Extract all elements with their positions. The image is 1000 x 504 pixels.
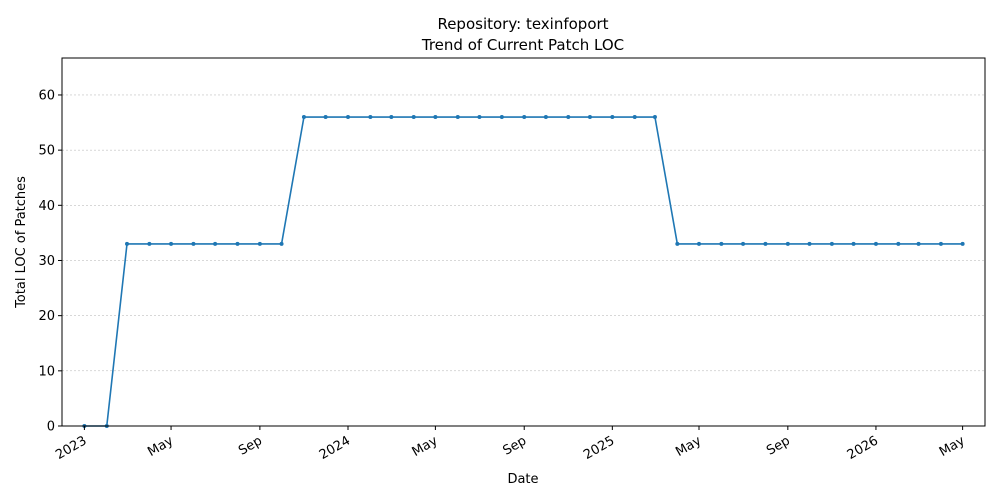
data-point (938, 241, 943, 246)
x-tick-label: Sep (764, 433, 793, 458)
data-point (652, 115, 657, 120)
data-point (741, 241, 746, 246)
data-point (477, 115, 482, 120)
data-point (522, 115, 527, 120)
x-tick-label: 2026 (845, 433, 881, 463)
data-point (499, 115, 504, 120)
x-tick-label: May (145, 433, 176, 460)
data-point (916, 241, 921, 246)
x-tick-label: May (410, 433, 441, 460)
y-tick-label: 0 (47, 420, 55, 435)
data-point (389, 115, 394, 120)
x-tick-label: May (937, 433, 968, 460)
data-point (873, 241, 878, 246)
data-point (719, 241, 724, 246)
data-point (587, 115, 592, 120)
data-point (323, 115, 328, 120)
data-point (368, 115, 373, 120)
data-point (279, 241, 284, 246)
data-point (763, 241, 768, 246)
y-tick-label: 40 (38, 199, 55, 214)
y-axis-label: Total LOC of Patches (14, 176, 29, 309)
data-point (455, 115, 460, 120)
x-tick-label: 2023 (53, 433, 89, 463)
data-point (566, 115, 571, 120)
series-layer (82, 115, 965, 428)
y-tick-label: 10 (38, 364, 55, 379)
chart-subtitle: Trend of Current Patch LOC (421, 36, 624, 54)
y-tick-label: 20 (38, 309, 55, 324)
data-point (543, 115, 548, 120)
data-point (213, 241, 218, 246)
chart-title: Repository: texinfoport (437, 15, 608, 33)
data-point (829, 241, 834, 246)
data-point (301, 115, 306, 120)
x-tick-label: Sep (500, 433, 529, 458)
data-point (147, 241, 152, 246)
plot-frame (61, 57, 986, 427)
data-point (346, 115, 350, 120)
data-point (807, 241, 812, 246)
data-point (785, 241, 790, 246)
data-point (675, 241, 680, 246)
x-tick-label: Sep (236, 433, 265, 458)
data-point (257, 241, 262, 246)
data-point (851, 241, 856, 246)
y-axis: 0 10 20 30 40 50 60 (38, 88, 62, 435)
data-point (235, 241, 240, 246)
y-tick-label: 50 (38, 144, 55, 159)
x-tick-label: May (673, 433, 704, 460)
x-tick-label: 2024 (317, 433, 353, 463)
data-point (169, 241, 174, 246)
data-point (433, 115, 438, 120)
data-point (960, 241, 965, 246)
y-tick-label: 60 (38, 88, 55, 103)
data-point (125, 241, 129, 246)
series-line (84, 116, 963, 427)
data-point (896, 241, 901, 246)
data-point (411, 115, 416, 120)
x-tick-label: 2025 (581, 433, 617, 463)
data-point (632, 115, 637, 120)
data-point (191, 241, 196, 246)
gridlines (62, 94, 985, 372)
y-tick-label: 30 (38, 254, 55, 269)
x-axis: 2023 May Sep 2024 May Sep 2025 May Sep 2026 May (53, 426, 968, 463)
x-axis-label: Date (507, 472, 538, 487)
data-point (697, 241, 701, 246)
data-point (610, 115, 615, 120)
